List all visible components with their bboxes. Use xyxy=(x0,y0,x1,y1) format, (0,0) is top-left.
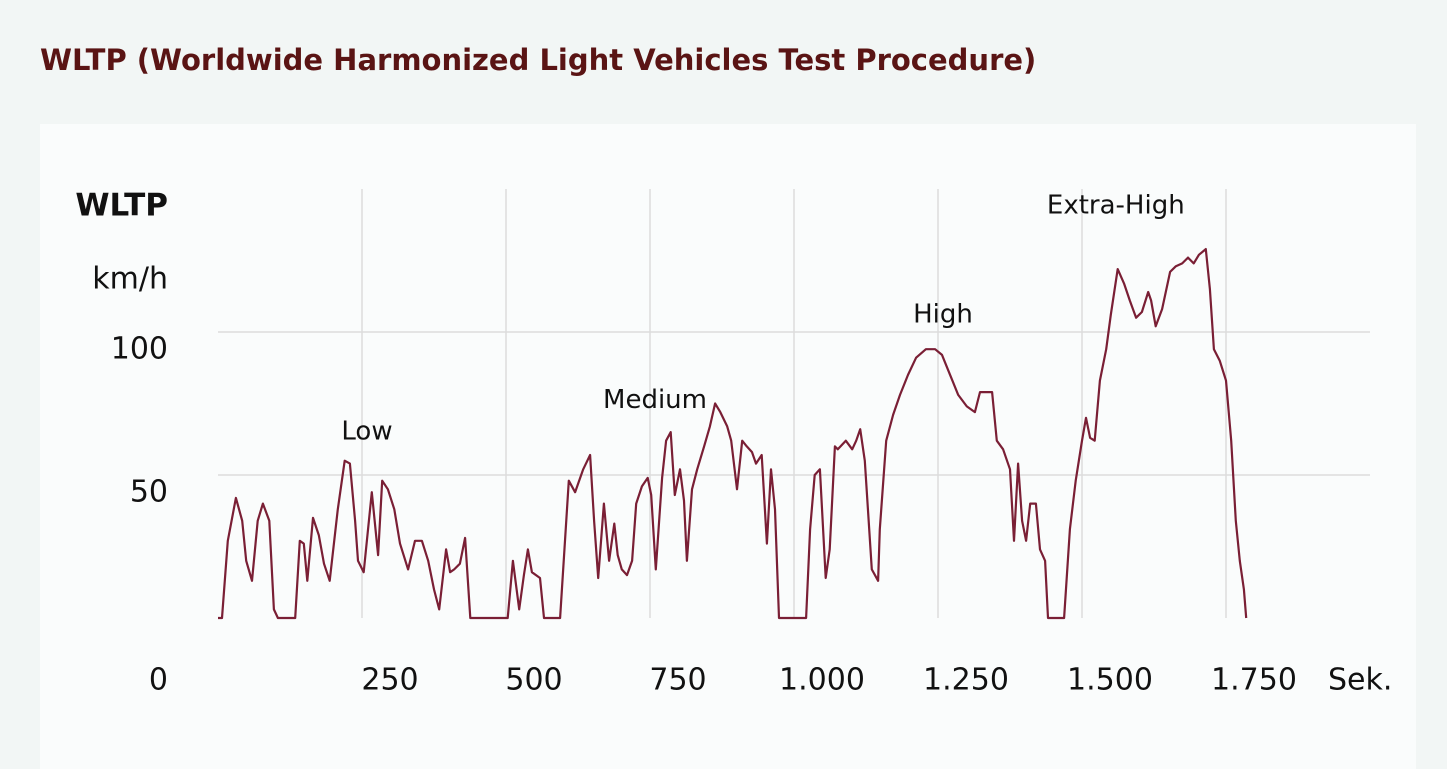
x-tick-label: 500 xyxy=(505,663,562,698)
phase-annotation: Low xyxy=(341,417,392,447)
x-axis-label: Sek. xyxy=(1328,663,1392,698)
chart-title: WLTP (Worldwide Harmonized Light Vehicle… xyxy=(40,43,1036,77)
y-axis-title: WLTP xyxy=(75,188,168,224)
y-axis-label: km/h xyxy=(92,262,168,297)
grid xyxy=(218,189,1370,618)
x-tick-label: 1.500 xyxy=(1067,663,1153,698)
phase-annotation: High xyxy=(913,299,973,329)
chart-panel xyxy=(40,124,1416,769)
phase-annotation: Medium xyxy=(603,385,707,415)
y-tick-label: 100 xyxy=(111,332,168,367)
x-tick-label: 1.250 xyxy=(923,663,1009,698)
phase-annotation: Extra-High xyxy=(1047,191,1185,221)
plot xyxy=(218,248,1248,620)
y-tick-label: 50 xyxy=(130,475,168,510)
data-line xyxy=(218,248,1248,620)
x-tick-label: 250 xyxy=(361,663,418,698)
x-tick-label: 1.750 xyxy=(1211,663,1297,698)
y-tick-label: 0 xyxy=(149,663,168,698)
x-tick-label: 750 xyxy=(649,663,706,698)
x-tick-label: 1.000 xyxy=(779,663,865,698)
